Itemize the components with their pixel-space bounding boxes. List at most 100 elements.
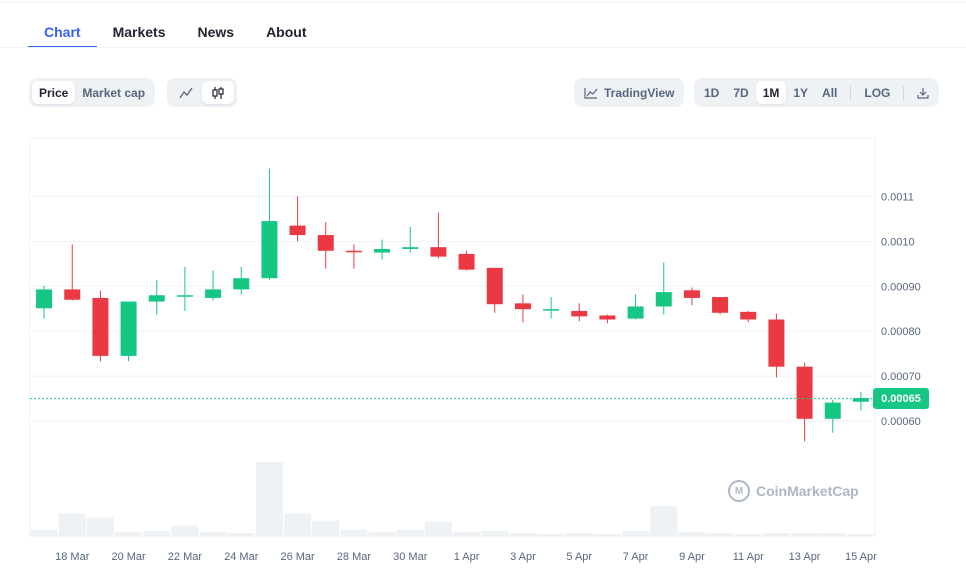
candlestick-button[interactable] [202, 81, 234, 104]
coinmarketcap-logo-icon: M [728, 480, 750, 502]
candle-body [176, 295, 193, 297]
volume-bar [819, 532, 847, 536]
volume-bar [791, 532, 819, 536]
x-tick-label: 26 Mar [280, 551, 315, 563]
candle-body [345, 250, 362, 253]
tab-chart[interactable]: Chart [28, 14, 97, 48]
range-divider [903, 85, 905, 100]
candle-body [768, 319, 785, 367]
range-selector: 1D 7D 1M 1Y All LOG [694, 78, 940, 107]
x-tick-label: 22 Mar [168, 551, 203, 563]
x-tick-label: 13 Apr [789, 551, 821, 563]
tab-divider [0, 47, 966, 48]
volume-bar [171, 525, 199, 536]
candle [345, 244, 362, 269]
tradingview-button[interactable]: TradingView [577, 81, 681, 104]
candle [712, 297, 729, 315]
volume-bar [509, 532, 537, 536]
candle [655, 262, 672, 315]
candle-body [64, 289, 81, 300]
candle-body [289, 225, 306, 236]
candle [571, 303, 588, 322]
range-all-button[interactable]: All [822, 85, 838, 100]
current-price-badge: 0.00065 [873, 388, 929, 409]
volume-bar [199, 531, 227, 536]
tab-markets[interactable]: Markets [112, 24, 166, 40]
plot-frame [29, 137, 876, 537]
candle-body [571, 310, 588, 317]
x-tick-label: 3 Apr [510, 551, 536, 563]
x-tick-label: 7 Apr [623, 551, 649, 563]
candlestick-chart: 0.0011 0.0010 0.00090 0.00080 0.00070 0.00060… [29, 137, 921, 563]
volume-bar [312, 520, 340, 536]
volume-bar [481, 530, 509, 536]
tab-news[interactable]: News [197, 24, 235, 40]
candle-body [317, 235, 334, 251]
candle-body [627, 306, 644, 319]
candle-body [683, 290, 700, 298]
candle-body [543, 309, 560, 311]
volume-bar [143, 530, 171, 536]
metric-toggle: Price Market cap [29, 78, 156, 107]
volume-bar [537, 533, 565, 536]
volume-bar [734, 533, 762, 536]
candlestick-icon [212, 86, 224, 99]
download-button[interactable] [910, 81, 936, 104]
range-1d-button[interactable]: 1D [704, 85, 720, 100]
candle [627, 294, 644, 320]
volume-bar [115, 531, 143, 536]
x-tick-label: 11 Apr [733, 551, 764, 563]
x-tick-label: 5 Apr [566, 551, 592, 563]
range-divider [850, 85, 852, 100]
line-chart-button[interactable] [170, 81, 202, 104]
x-tick-label: 18 Mar [55, 551, 90, 563]
volume-bar [762, 532, 790, 536]
x-tick-label: 9 Apr [679, 551, 705, 563]
candle-body [36, 289, 53, 309]
price-button[interactable]: Price [32, 81, 76, 104]
candle [36, 285, 53, 319]
range-1m-button[interactable]: 1M [755, 81, 787, 104]
candle [599, 314, 616, 324]
candle [120, 301, 137, 362]
x-tick-label: 1 Apr [454, 551, 480, 563]
log-button[interactable]: LOG [864, 85, 891, 100]
market-cap-button[interactable]: Market cap [82, 85, 146, 100]
candle [289, 196, 306, 242]
candle-body [514, 303, 531, 310]
volume-bar [453, 531, 481, 536]
candle [176, 266, 193, 311]
volume-bar [368, 531, 396, 536]
range-7d-button[interactable]: 7D [733, 85, 749, 100]
x-tick-label: 24 Mar [224, 551, 259, 563]
top-border [0, 2, 966, 3]
volume-bar [284, 513, 312, 536]
candle [768, 313, 785, 378]
candle [374, 239, 391, 260]
candle [317, 222, 334, 269]
candle [796, 362, 813, 442]
volume-bar [847, 533, 875, 536]
candle [683, 287, 700, 306]
candle [824, 399, 841, 433]
tradingview-toggle: TradingView [574, 78, 685, 107]
volume-bar [255, 462, 283, 536]
candle-body [430, 247, 447, 257]
candle-body [120, 301, 137, 356]
x-tick-label: 28 Mar [337, 551, 372, 563]
candle-body [148, 295, 165, 302]
candle [740, 310, 757, 323]
volume-bar [678, 531, 706, 536]
candle-body [852, 398, 869, 402]
y-tick-label: 0.0010 [881, 236, 915, 248]
candle-body [599, 315, 616, 320]
price-chart[interactable]: 0.0011 0.0010 0.00090 0.00080 0.00070 0.00060… [0, 130, 966, 582]
candle-body [261, 221, 278, 279]
candle [514, 294, 531, 323]
candle-body [205, 289, 222, 298]
tab-about[interactable]: About [266, 24, 307, 40]
range-1y-button[interactable]: 1Y [793, 85, 809, 100]
volume-bar [30, 529, 58, 536]
coinmarketcap-watermark: M CoinMarketCap [728, 480, 859, 502]
volume-bar [396, 529, 424, 536]
